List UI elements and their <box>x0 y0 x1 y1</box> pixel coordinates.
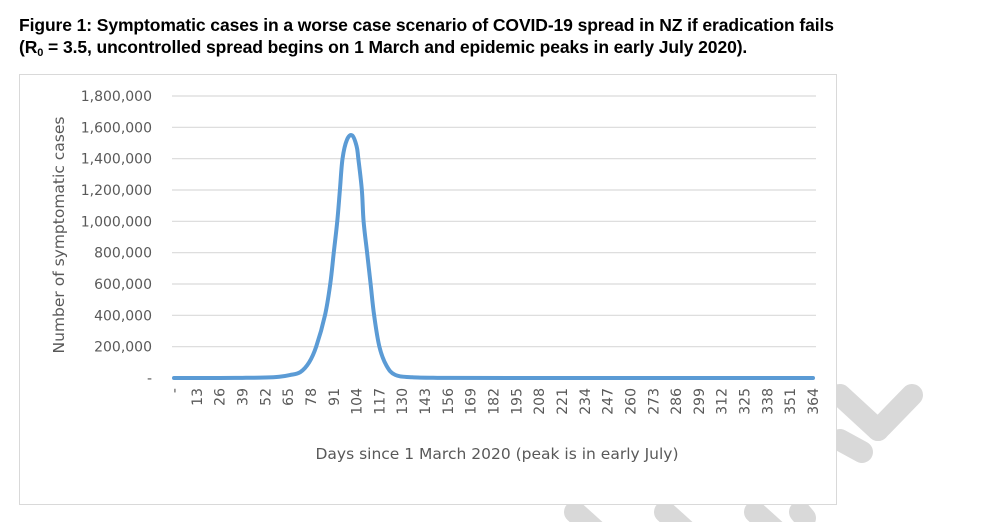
watermark-stroke <box>564 501 603 522</box>
x-tick-label: 52 <box>258 388 274 406</box>
watermark-stroke <box>744 501 783 522</box>
x-tick-label: 130 <box>395 388 411 415</box>
x-tick-label: 182 <box>487 388 503 415</box>
caption-line-2-suffix: = 3.5, uncontrolled spread begins on 1 M… <box>43 37 748 57</box>
watermark-stroke <box>654 501 693 522</box>
x-axis-tick-labels: - 13 26 39 52 65 78 91 104 117 130 143 156 169 182 195 2… <box>167 388 822 415</box>
x-tick-label: 221 <box>555 388 571 415</box>
x-tick-label: 13 <box>190 388 206 406</box>
y-axis-tick-labels: - 200,000 400,000 600,000 800,000 1,000,000 1,… <box>81 89 152 387</box>
x-tick-label: 299 <box>692 388 708 415</box>
x-tick-label: 39 <box>235 388 251 406</box>
y-tick-label: 200,000 <box>94 340 152 356</box>
x-tick-label: - <box>167 388 183 393</box>
x-tick-label: 312 <box>715 388 731 415</box>
x-tick-label: 156 <box>441 388 457 415</box>
watermark-strokes <box>564 384 923 522</box>
x-tick-label: 325 <box>738 388 754 415</box>
caption-line-2: (R0 = 3.5, uncontrolled spread begins on… <box>19 36 979 59</box>
x-tick-label: 65 <box>281 388 297 406</box>
y-tick-label: 600,000 <box>94 277 152 293</box>
watermark-stroke <box>789 501 816 522</box>
caption-line-2-prefix: (R <box>19 37 38 57</box>
y-tick-label: - <box>147 371 152 387</box>
y-axis-title: Number of symptomatic cases <box>50 117 68 354</box>
x-tick-label: 260 <box>623 388 639 415</box>
figure-caption: Figure 1: Symptomatic cases in a worse c… <box>19 14 979 59</box>
x-tick-label: 143 <box>418 388 434 415</box>
x-tick-label: 78 <box>304 388 320 406</box>
x-tick-label: 234 <box>578 388 594 415</box>
x-tick-label: 364 <box>806 388 822 415</box>
y-tick-label: 1,400,000 <box>81 152 152 168</box>
x-axis-title: Days since 1 March 2020 (peak is in earl… <box>315 445 678 463</box>
y-tick-label: 400,000 <box>94 308 152 324</box>
x-tick-label: 26 <box>213 388 229 406</box>
y-tick-label: 1,800,000 <box>81 89 152 105</box>
y-tick-label: 1,600,000 <box>81 120 152 136</box>
x-tick-label: 195 <box>509 388 525 415</box>
series-group <box>172 133 815 381</box>
gridlines <box>172 95 816 348</box>
x-tick-label: 273 <box>646 388 662 415</box>
caption-subscript: 0 <box>37 47 44 59</box>
watermark-stroke <box>829 429 873 463</box>
y-tick-label: 1,000,000 <box>81 214 152 230</box>
x-tick-label: 351 <box>783 388 799 415</box>
x-tick-label: 117 <box>372 388 388 415</box>
series-line-symptomatic-cases <box>172 133 815 381</box>
x-tick-label: 247 <box>601 388 617 415</box>
x-tick-label: 104 <box>350 388 366 415</box>
caption-line-1: Figure 1: Symptomatic cases in a worse c… <box>19 15 834 35</box>
x-tick-label: 169 <box>464 388 480 415</box>
y-tick-label: 800,000 <box>94 246 152 262</box>
chart-frame <box>19 74 837 505</box>
watermark-stroke <box>867 384 923 441</box>
x-tick-label: 286 <box>669 388 685 415</box>
x-tick-label: 338 <box>760 388 776 415</box>
x-tick-label: 208 <box>532 388 548 415</box>
x-tick-label: 91 <box>327 388 343 406</box>
y-tick-label: 1,200,000 <box>81 183 152 199</box>
